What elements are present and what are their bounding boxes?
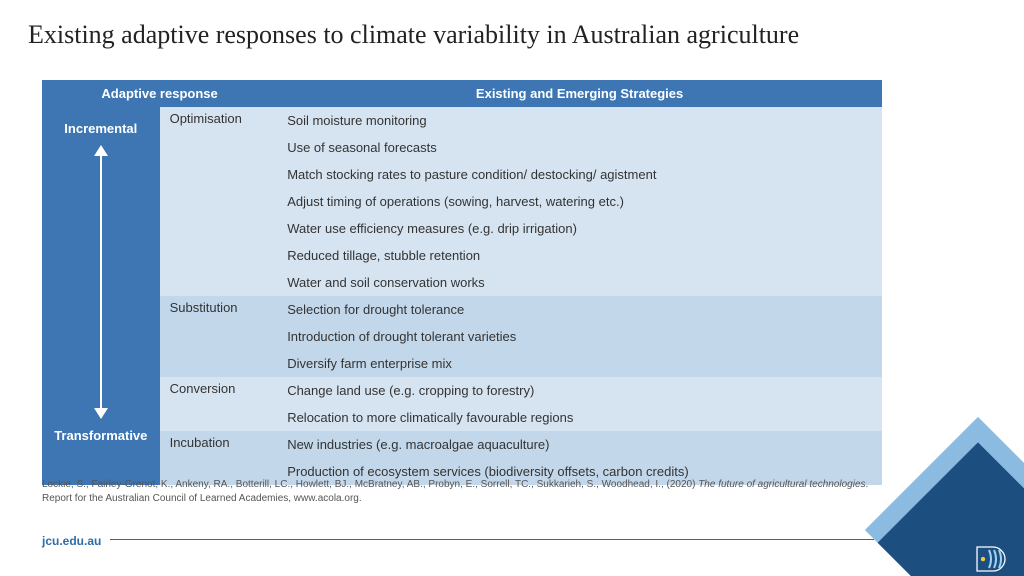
- strategy-cell: Diversify farm enterprise mix: [277, 350, 882, 377]
- shield-icon: [976, 546, 1006, 572]
- table-row: IncubationNew industries (e.g. macroalga…: [42, 431, 882, 458]
- strategy-cell: Water and soil conservation works: [277, 269, 882, 296]
- strategy-cell: Selection for drought tolerance: [277, 296, 882, 323]
- strategy-cell: Change land use (e.g. cropping to forest…: [277, 377, 882, 404]
- citation-authors: Lockie, S., Fairley-Grenot, K., Ankeny, …: [42, 479, 698, 490]
- spectrum-bottom: Transformative: [42, 428, 160, 443]
- spectrum-top: Incremental: [42, 121, 160, 136]
- category-cell: Optimisation: [160, 107, 278, 296]
- footer-url: jcu.edu.au: [42, 534, 101, 548]
- category-cell: Conversion: [160, 377, 278, 431]
- slide: Existing adaptive responses to climate v…: [0, 0, 1024, 576]
- slide-title: Existing adaptive responses to climate v…: [28, 20, 799, 50]
- header-adaptive: Adaptive response: [42, 80, 277, 107]
- strategy-cell: New industries (e.g. macroalgae aquacult…: [277, 431, 882, 458]
- citation: Lockie, S., Fairley-Grenot, K., Ankeny, …: [42, 478, 872, 505]
- category-cell: Substitution: [160, 296, 278, 377]
- spectrum-cell: Incremental Transformative: [42, 107, 160, 485]
- strategy-cell: Introduction of drought tolerant varieti…: [277, 323, 882, 350]
- strategy-cell: Adjust timing of operations (sowing, har…: [277, 188, 882, 215]
- table-row: SubstitutionSelection for drought tolera…: [42, 296, 882, 323]
- footer-divider: [110, 539, 874, 540]
- arrow-line: [100, 155, 102, 409]
- header-strategies: Existing and Emerging Strategies: [277, 80, 882, 107]
- strategy-cell: Relocation to more climatically favourab…: [277, 404, 882, 431]
- table-header-row: Adaptive response Existing and Emerging …: [42, 80, 882, 107]
- citation-title: The future of agricultural technologies: [698, 479, 865, 490]
- adaptive-response-table: Adaptive response Existing and Emerging …: [42, 80, 882, 485]
- strategy-cell: Reduced tillage, stubble retention: [277, 242, 882, 269]
- spectrum-arrow: [91, 147, 111, 417]
- strategy-cell: Use of seasonal forecasts: [277, 134, 882, 161]
- jcu-logo: JCU: [976, 546, 1006, 576]
- table-row: IncrementalTransformativeOptimisationSoi…: [42, 107, 882, 134]
- table-row: ConversionChange land use (e.g. cropping…: [42, 377, 882, 404]
- strategy-cell: Match stocking rates to pasture conditio…: [277, 161, 882, 188]
- strategy-cell: Water use efficiency measures (e.g. drip…: [277, 215, 882, 242]
- category-cell: Incubation: [160, 431, 278, 485]
- arrow-down-icon: [94, 408, 108, 419]
- strategy-cell: Soil moisture monitoring: [277, 107, 882, 134]
